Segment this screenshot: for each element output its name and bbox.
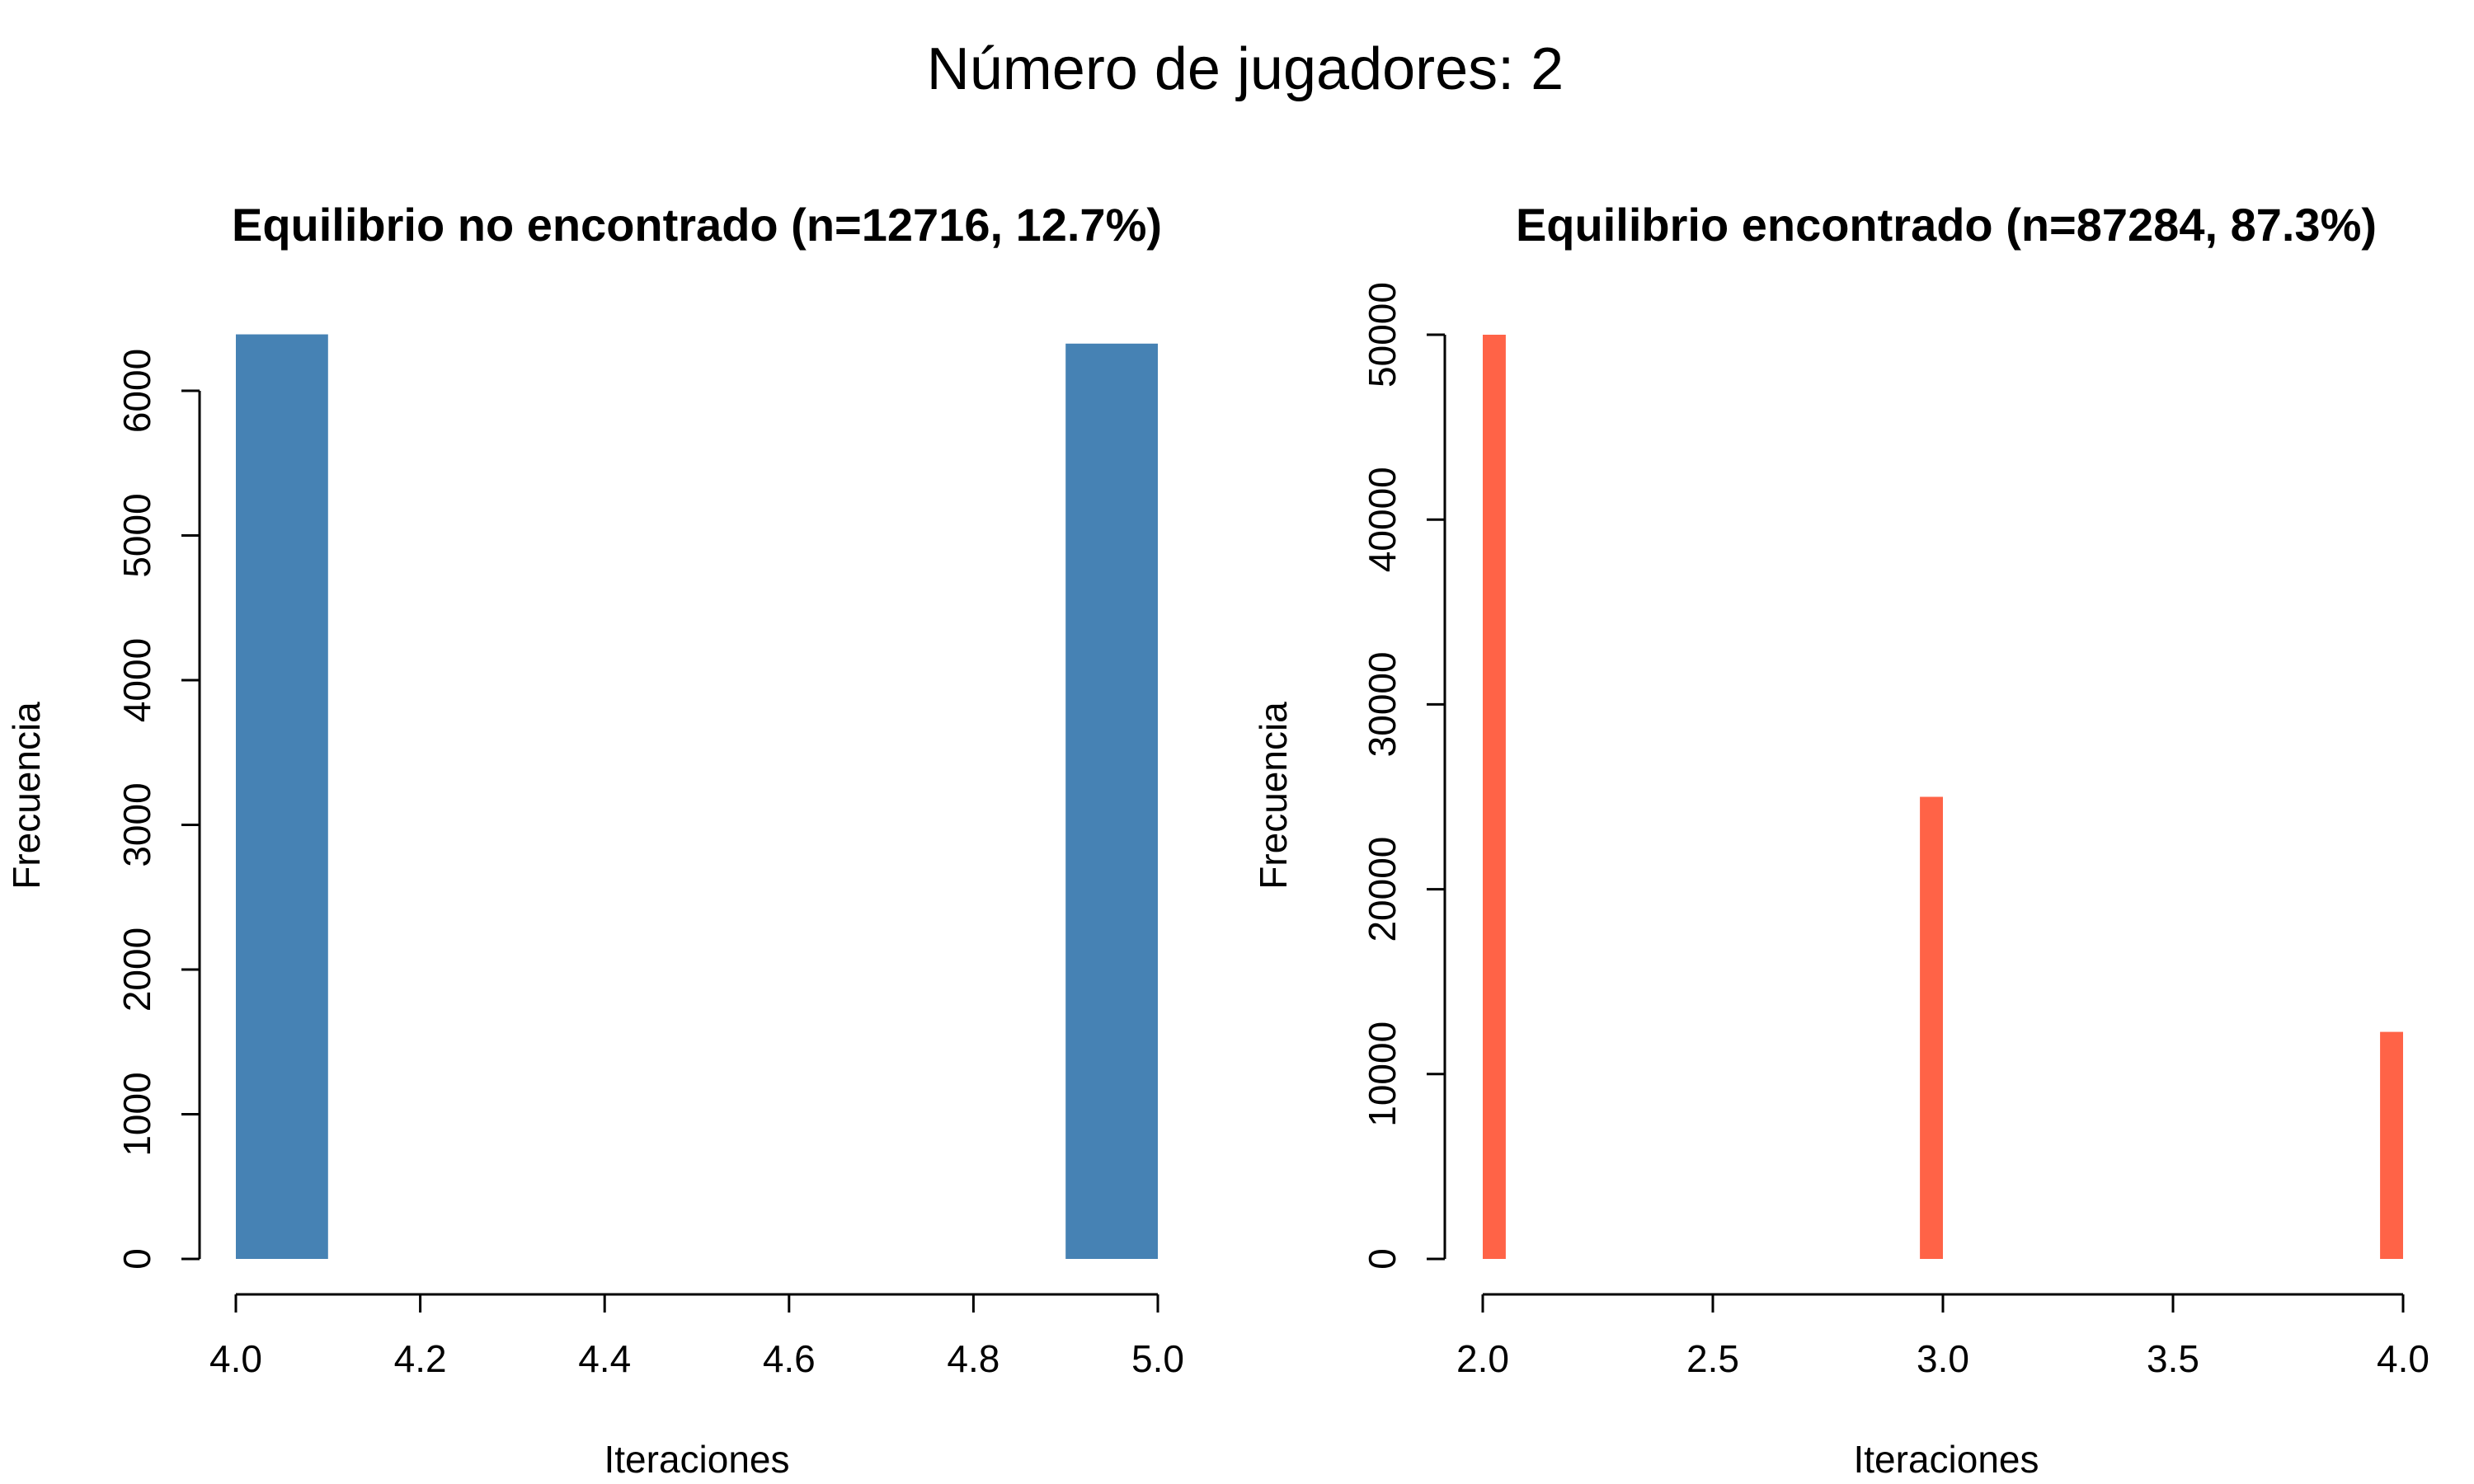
y-tick-label: 40000	[1361, 467, 1404, 572]
x-tick-label: 4.0	[2377, 1337, 2429, 1380]
y-tick-label: 0	[115, 1248, 158, 1270]
y-tick-label: 30000	[1361, 651, 1404, 757]
histogram-panel-not-found: Equilibrio no encontrado (n=12716, 12.7%…	[5, 199, 1184, 1481]
x-tick-label: 2.0	[1456, 1337, 1509, 1380]
x-tick-label: 4.2	[394, 1337, 447, 1380]
y-tick-label: 3000	[115, 782, 158, 866]
histogram-bar	[236, 334, 328, 1260]
x-axis-label: Iteraciones	[1853, 1438, 2039, 1481]
x-tick-label: 5.0	[1131, 1337, 1184, 1380]
y-tick-label: 6000	[115, 349, 158, 433]
y-tick-label: 5000	[115, 493, 158, 577]
y-tick-label: 1000	[115, 1072, 158, 1156]
panel-title: Equilibrio encontrado (n=87284, 87.3%)	[1516, 199, 2377, 251]
x-axis-label: Iteraciones	[604, 1438, 789, 1481]
y-axis-label: Frecuencia	[1252, 702, 1295, 890]
x-tick-label: 3.5	[2147, 1337, 2199, 1380]
panel-title: Equilibrio no encontrado (n=12716, 12.7%…	[232, 199, 1162, 251]
histogram-bar	[2380, 1031, 2403, 1259]
y-tick-label: 10000	[1361, 1021, 1404, 1127]
y-tick-label: 50000	[1361, 282, 1404, 387]
x-tick-label: 4.6	[763, 1337, 816, 1380]
histogram-bar	[1065, 343, 1158, 1259]
x-tick-label: 4.0	[209, 1337, 262, 1380]
histogram-bar	[1483, 335, 1506, 1259]
y-tick-label: 2000	[115, 928, 158, 1012]
y-tick-label: 20000	[1361, 837, 1404, 942]
x-tick-label: 2.5	[1686, 1337, 1739, 1380]
y-tick-label: 0	[1361, 1248, 1404, 1270]
histogram-panel-found: Equilibrio encontrado (n=87284, 87.3%) I…	[1252, 199, 2429, 1481]
x-tick-label: 4.8	[947, 1337, 999, 1380]
figure-title: Número de jugadores: 2	[927, 36, 1564, 102]
x-tick-label: 4.4	[578, 1337, 631, 1380]
x-tick-label: 3.0	[1917, 1337, 1969, 1380]
histogram-bar	[1920, 796, 1943, 1259]
y-tick-label: 4000	[115, 638, 158, 722]
y-axis-label: Frecuencia	[5, 702, 48, 890]
